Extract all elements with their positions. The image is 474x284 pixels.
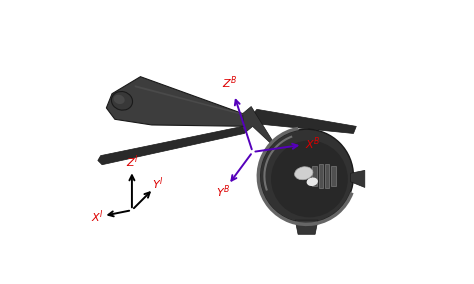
Polygon shape (106, 77, 251, 126)
Circle shape (260, 129, 354, 223)
Text: $Y^I$: $Y^I$ (152, 176, 164, 193)
Text: $X^I$: $X^I$ (91, 209, 104, 225)
Polygon shape (325, 164, 329, 188)
Text: $Z^B$: $Z^B$ (222, 74, 238, 91)
Ellipse shape (294, 167, 313, 180)
Text: $Z^I$: $Z^I$ (126, 153, 138, 170)
Polygon shape (243, 106, 283, 155)
Polygon shape (331, 166, 336, 186)
Ellipse shape (114, 95, 125, 104)
Polygon shape (295, 220, 318, 234)
Ellipse shape (307, 178, 318, 186)
Text: $Y^B$: $Y^B$ (216, 183, 230, 200)
Polygon shape (251, 109, 356, 133)
Circle shape (271, 141, 348, 217)
Polygon shape (319, 164, 323, 188)
Polygon shape (98, 126, 244, 165)
Polygon shape (351, 170, 365, 187)
Text: $X^B$: $X^B$ (305, 135, 321, 152)
Polygon shape (135, 85, 243, 115)
Ellipse shape (111, 91, 133, 110)
Polygon shape (312, 166, 317, 186)
